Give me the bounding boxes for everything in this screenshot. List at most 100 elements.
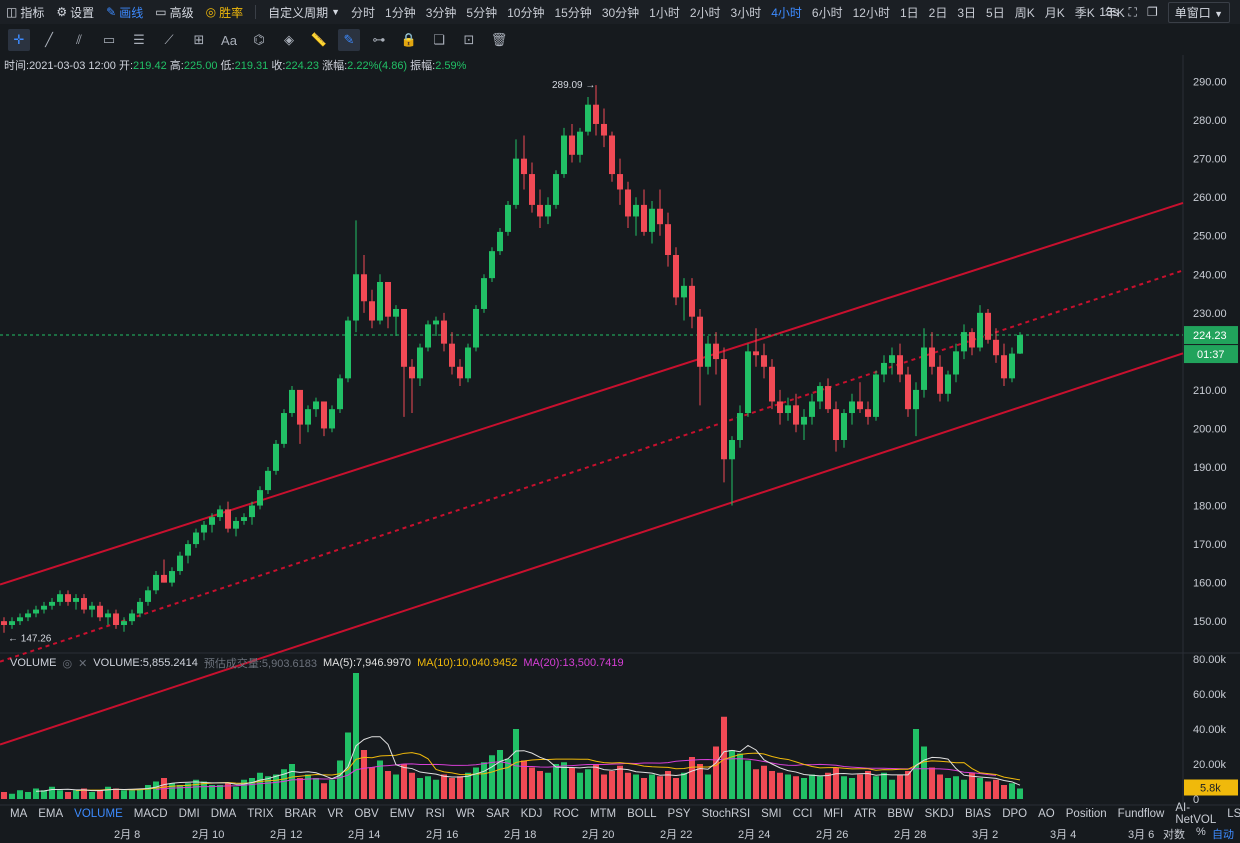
trash-icon[interactable]: 🗑 bbox=[490, 32, 508, 47]
indicator-tab-mfi[interactable]: MFI bbox=[823, 808, 844, 820]
indicator-tab-brar[interactable]: BRAR bbox=[284, 808, 317, 820]
period-0[interactable]: 分时 bbox=[351, 5, 376, 20]
indicator-tab-ma[interactable]: MA bbox=[10, 808, 28, 820]
indicator-tab-lsur[interactable]: LSUR bbox=[1227, 808, 1240, 820]
indicator-tab-psy[interactable]: PSY bbox=[667, 808, 691, 820]
period-16[interactable]: 5日 bbox=[986, 5, 1005, 20]
price-tick: 280.00 bbox=[1193, 115, 1227, 127]
indicator-tab-ema[interactable]: EMA bbox=[38, 808, 64, 820]
period-14[interactable]: 2日 bbox=[928, 5, 948, 20]
indicator-tab-mtm[interactable]: MTM bbox=[589, 808, 617, 820]
indicator-tab-stochrsi[interactable]: StochRSI bbox=[701, 808, 751, 820]
indicator-tab-smi[interactable]: SMI bbox=[761, 808, 782, 820]
indicator-tab-emv[interactable]: EMV bbox=[389, 808, 415, 820]
volume-tick: 0 bbox=[1193, 794, 1199, 806]
fib-icon[interactable]: ⟋ bbox=[164, 32, 174, 47]
copy-icon[interactable]: ❏ bbox=[433, 32, 445, 47]
period-10[interactable]: 4小时 bbox=[771, 5, 802, 20]
period-19[interactable]: 季K bbox=[1074, 5, 1095, 20]
period-2[interactable]: 3分钟 bbox=[425, 5, 457, 20]
indicator-tab-roc[interactable]: ROC bbox=[553, 808, 579, 820]
indicator-tab-kdj[interactable]: KDJ bbox=[520, 808, 543, 820]
trend-line-icon[interactable]: ╱ bbox=[45, 32, 53, 47]
draw-button[interactable]: ✎ 画线 bbox=[100, 4, 149, 21]
indicators-button[interactable]: ◫ 指标 bbox=[0, 4, 50, 21]
last-price-label: 224.23 bbox=[1193, 330, 1227, 342]
indicator-tab-wr[interactable]: WR bbox=[455, 808, 475, 820]
volume-bar bbox=[953, 776, 959, 799]
indicator-tab-ai-netvol[interactable]: AI-NetVOL bbox=[1175, 802, 1217, 826]
popout-icon[interactable]: ❐ bbox=[1146, 5, 1158, 19]
percent-scale-toggle[interactable]: % bbox=[1196, 826, 1206, 838]
indicator-tab-obv[interactable]: OBV bbox=[354, 808, 379, 820]
log-scale-toggle[interactable]: 对数 bbox=[1163, 829, 1185, 841]
measure-icon[interactable]: ⊶ bbox=[372, 32, 386, 47]
indicator-tab-trix[interactable]: TRIX bbox=[247, 808, 274, 820]
screenshot-icon[interactable]: ⊡ bbox=[463, 32, 475, 47]
indicator-tab-rsi[interactable]: RSI bbox=[425, 808, 445, 820]
text-tool-icon[interactable]: Aa bbox=[221, 32, 237, 48]
period-15[interactable]: 3日 bbox=[957, 5, 977, 20]
close-icon[interactable]: ✕ bbox=[78, 657, 88, 670]
custom-period-dropdown[interactable]: 自定义周期 ▼ bbox=[262, 4, 346, 21]
winrate-button[interactable]: ◎ 胜率 bbox=[200, 4, 250, 21]
advanced-button[interactable]: ▭ 高级 bbox=[149, 4, 199, 21]
high-annotation: 289.09 → bbox=[552, 80, 595, 91]
period-11[interactable]: 6小时 bbox=[811, 5, 843, 20]
window-mode-dropdown[interactable]: 单窗口 ▼ bbox=[1167, 1, 1230, 23]
period-4[interactable]: 10分钟 bbox=[507, 5, 545, 20]
indicator-tab-volume[interactable]: VOLUME bbox=[74, 808, 123, 820]
date-tick: 2月 22 bbox=[660, 829, 693, 841]
period-20[interactable]: 年K bbox=[1104, 5, 1125, 20]
indicator-tab-bbw[interactable]: BBW bbox=[887, 808, 914, 820]
indicator-tab-dmi[interactable]: DMI bbox=[178, 808, 200, 820]
magnet-draw-icon[interactable]: ✎ bbox=[338, 29, 360, 51]
candle-body bbox=[777, 401, 783, 414]
eraser-icon[interactable]: ◈ bbox=[284, 32, 294, 47]
rectangle-icon[interactable]: ▭ bbox=[102, 32, 116, 47]
volume-bar bbox=[921, 746, 927, 799]
indicator-tab-bias[interactable]: BIAS bbox=[964, 808, 992, 820]
volume-bar bbox=[337, 760, 343, 799]
candle-body bbox=[641, 204, 647, 232]
fullscreen-icon[interactable]: ⛶ bbox=[1128, 4, 1137, 19]
period-17[interactable]: 周K bbox=[1014, 5, 1035, 20]
indicator-tab-atr[interactable]: ATR bbox=[854, 808, 877, 820]
period-8[interactable]: 2小时 bbox=[689, 5, 721, 20]
horizontal-lines-icon[interactable]: ☰ bbox=[133, 32, 145, 47]
indicator-tab-ao[interactable]: AO bbox=[1038, 808, 1055, 820]
indicator-tab-sar[interactable]: SAR bbox=[485, 808, 510, 820]
period-12[interactable]: 12小时 bbox=[852, 5, 890, 20]
period-18[interactable]: 月K bbox=[1044, 5, 1065, 20]
period-5[interactable]: 15分钟 bbox=[554, 5, 592, 20]
indicator-tab-macd[interactable]: MACD bbox=[133, 808, 168, 820]
price-tick: 180.00 bbox=[1193, 501, 1227, 513]
indicator-tab-boll[interactable]: BOLL bbox=[627, 808, 657, 820]
indicator-tab-vr[interactable]: VR bbox=[327, 808, 344, 820]
ruler-icon[interactable]: 📏 bbox=[310, 32, 328, 47]
indicator-tab-position[interactable]: Position bbox=[1065, 808, 1107, 820]
price-tick: 210.00 bbox=[1193, 385, 1227, 397]
auto-scale-toggle[interactable]: 自动 bbox=[1212, 829, 1234, 841]
period-7[interactable]: 1小时 bbox=[649, 5, 680, 20]
indicator-tab-dpo[interactable]: DPO bbox=[1002, 808, 1028, 820]
crosshair-icon[interactable]: ✛ bbox=[8, 29, 30, 51]
eye-icon[interactable]: ◎ bbox=[62, 657, 73, 670]
period-6[interactable]: 30分钟 bbox=[601, 5, 640, 20]
period-1[interactable]: 1分钟 bbox=[385, 5, 416, 20]
indicator-tab-cci[interactable]: CCI bbox=[792, 808, 813, 820]
lock-icon[interactable]: 🔒 bbox=[400, 32, 418, 47]
parallel-lines-icon[interactable]: ⫽ bbox=[76, 32, 82, 47]
period-13[interactable]: 1日 bbox=[899, 5, 919, 20]
divider bbox=[255, 5, 257, 19]
pattern-icon[interactable]: ⌬ bbox=[253, 32, 265, 47]
settings-button[interactable]: ⚙ 设置 bbox=[50, 4, 100, 21]
grid-tool-icon[interactable]: ⊞ bbox=[193, 32, 205, 47]
period-9[interactable]: 3小时 bbox=[730, 5, 762, 20]
indicator-tab-dma[interactable]: DMA bbox=[210, 808, 237, 820]
indicator-tab-fundflow[interactable]: Fundflow bbox=[1117, 808, 1165, 820]
indicator-tab-skdj[interactable]: SKDJ bbox=[924, 808, 954, 820]
period-3[interactable]: 5分钟 bbox=[466, 5, 498, 20]
candle-body bbox=[377, 281, 383, 321]
